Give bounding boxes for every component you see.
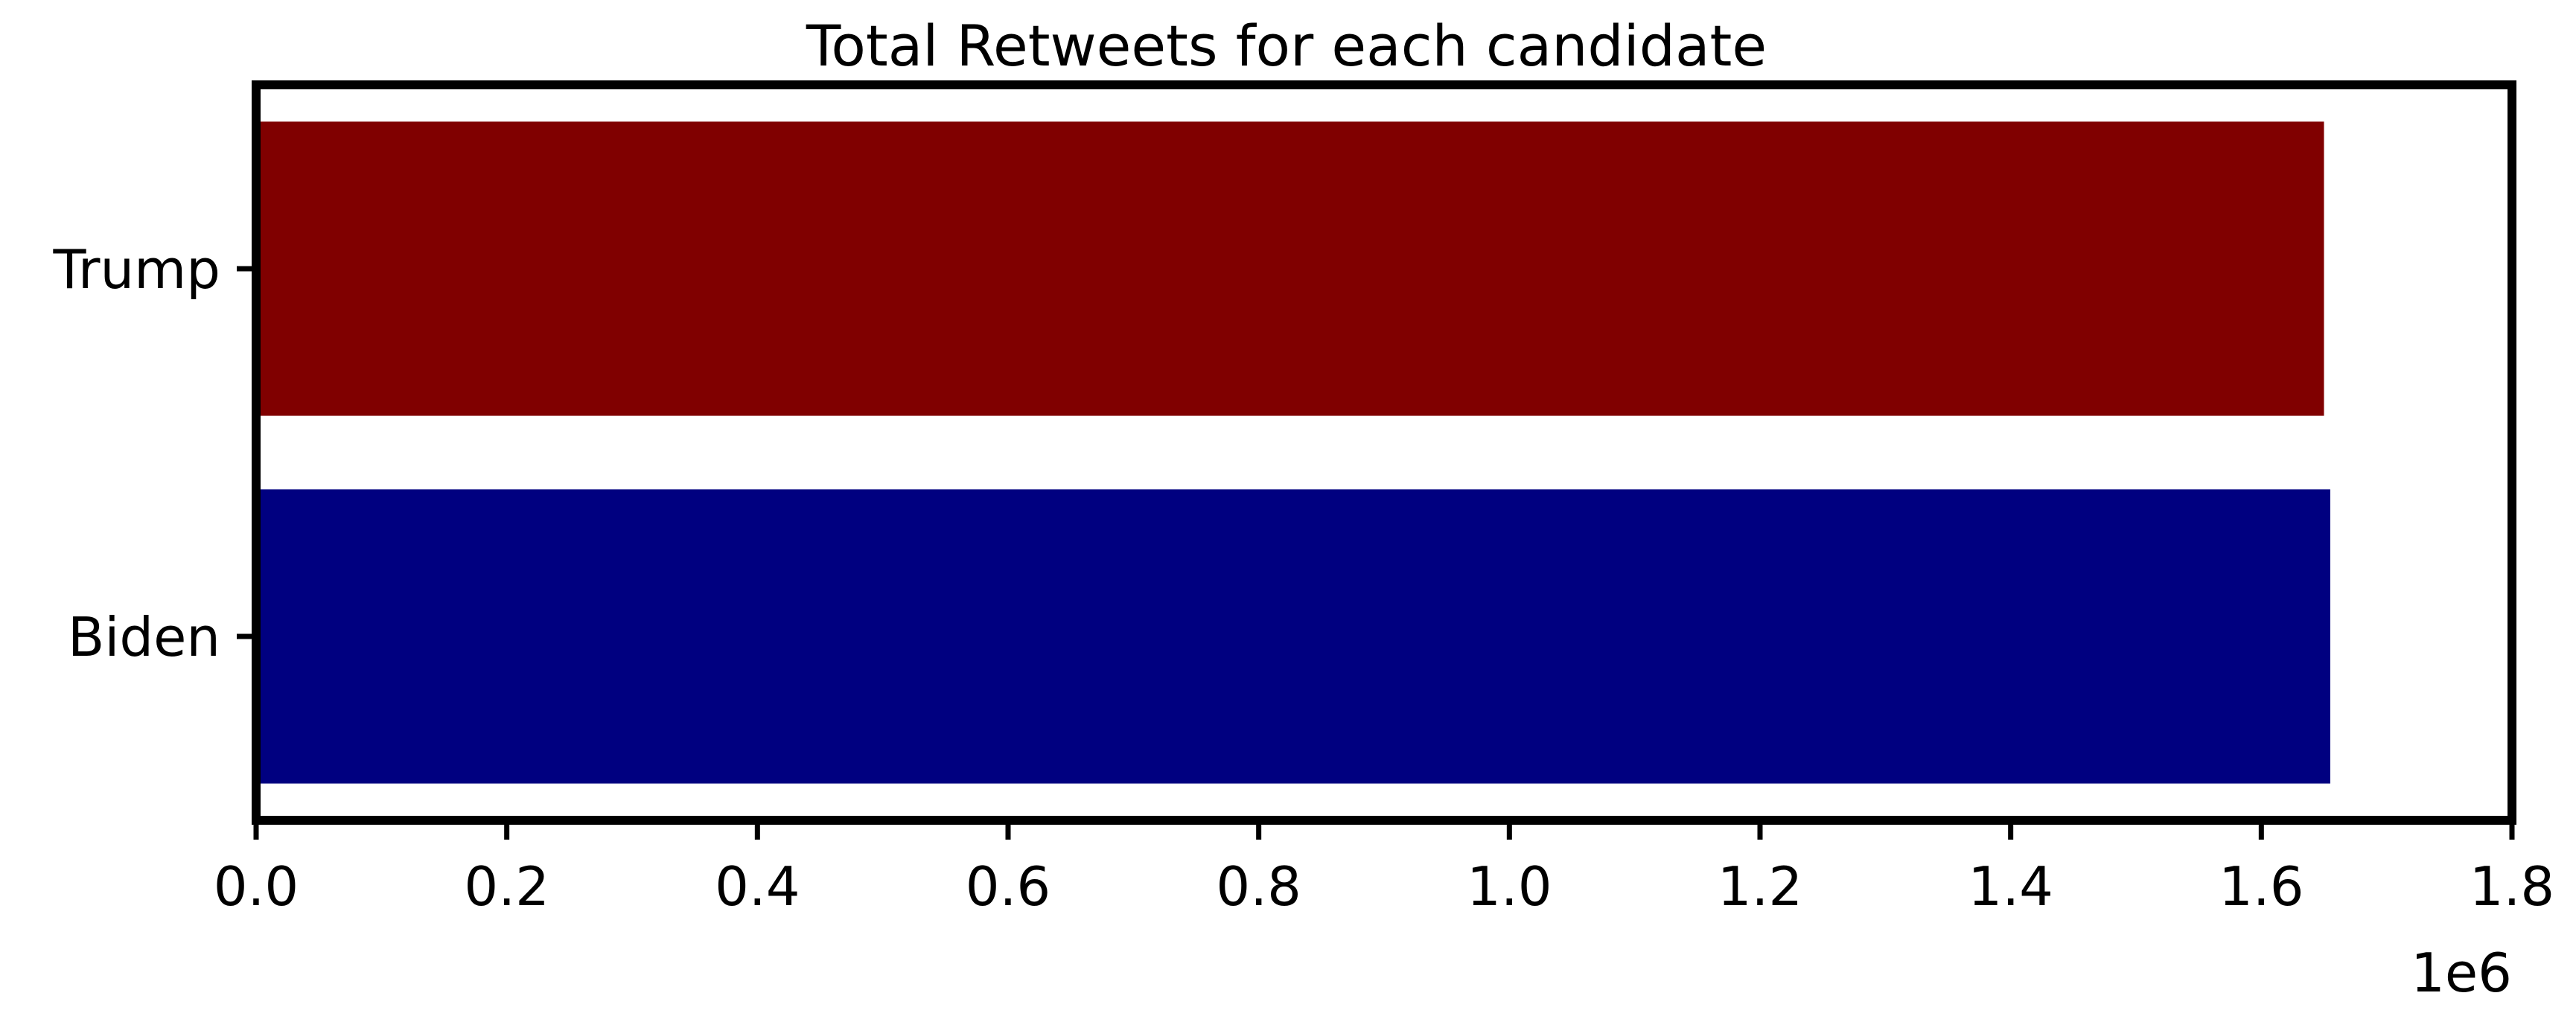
- x-tick-label: 1.0: [1467, 855, 1552, 918]
- x-tick-label: 0.2: [464, 855, 549, 918]
- x-tick-label: 0.4: [715, 855, 800, 918]
- x-axis-offset-label: 1e6: [2411, 942, 2512, 1004]
- bars-layer: [256, 121, 2330, 784]
- bar-biden: [256, 489, 2330, 784]
- y-tick-label-trump: Trump: [53, 238, 220, 301]
- plot-frame: [252, 80, 2516, 825]
- x-tick-label: 1.8: [2470, 855, 2555, 918]
- x-tick-label: 1.4: [1968, 855, 2053, 918]
- y-tick-label-biden: Biden: [68, 606, 220, 668]
- x-tick-label: 0.8: [1216, 855, 1301, 918]
- x-tick-label: 0.6: [966, 855, 1051, 918]
- x-tick-label: 1.2: [1718, 855, 1803, 918]
- bar-trump: [256, 121, 2324, 416]
- y-axis: Trump Biden: [53, 238, 256, 668]
- x-axis: 0.0 0.2 0.4 0.6 0.8 1.0 1.2 1.4 1.6 1.8: [214, 820, 2555, 918]
- x-tick-label: 0.0: [214, 855, 299, 918]
- chart-title: Total Retweets for each candidate: [806, 13, 1767, 79]
- x-tick-label: 1.6: [2219, 855, 2304, 918]
